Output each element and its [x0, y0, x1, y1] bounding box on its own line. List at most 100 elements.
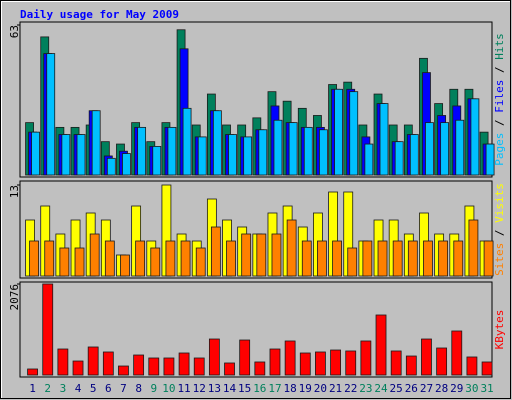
- y-tick-label: 13: [8, 185, 21, 198]
- x-tick-label: 24: [374, 382, 388, 395]
- x-tick-label: 15: [238, 382, 251, 395]
- bar: [197, 136, 207, 176]
- x-tick-label: 12: [193, 382, 206, 395]
- bar: [364, 143, 374, 176]
- legend-entry: Sites: [493, 243, 506, 276]
- bar: [334, 88, 343, 176]
- bar: [379, 103, 389, 176]
- bar: [74, 247, 85, 277]
- bar: [258, 129, 268, 176]
- bar: [360, 340, 372, 376]
- bar: [483, 240, 494, 277]
- x-tick-label: 10: [162, 382, 175, 395]
- x-tick-label: 2: [44, 382, 51, 395]
- x-tick-label: 8: [135, 382, 142, 395]
- legend-separator: /: [493, 60, 506, 80]
- bar: [468, 219, 479, 277]
- bar: [453, 240, 464, 277]
- x-tick-label: 11: [177, 382, 190, 395]
- x-tick-label: 31: [480, 382, 493, 395]
- bar: [451, 330, 463, 376]
- bar: [72, 360, 84, 376]
- bar: [390, 350, 402, 376]
- bar: [286, 219, 297, 277]
- bar: [455, 119, 465, 176]
- x-tick-label: 7: [120, 382, 127, 395]
- legend-entry: Files: [493, 80, 506, 113]
- bar: [31, 131, 40, 176]
- bar: [89, 233, 100, 277]
- legend-entry: Pages: [493, 133, 506, 166]
- bar: [59, 247, 70, 277]
- x-tick-label: 21: [329, 382, 342, 395]
- bar: [349, 91, 359, 176]
- x-tick-label: 14: [223, 382, 237, 395]
- bar: [180, 240, 191, 277]
- bar: [470, 98, 480, 176]
- bar: [61, 134, 71, 176]
- bar: [407, 240, 418, 277]
- bar: [405, 355, 417, 376]
- bar: [87, 346, 99, 376]
- bar: [330, 349, 341, 376]
- x-tick-label: 5: [90, 382, 97, 395]
- bar: [315, 351, 326, 376]
- bar: [269, 348, 281, 376]
- bar: [193, 357, 205, 376]
- legend-entry: KBytes: [493, 310, 506, 350]
- bar: [345, 350, 357, 376]
- bar: [182, 107, 192, 176]
- x-tick-label: 26: [405, 382, 418, 395]
- x-tick-label: 28: [435, 382, 448, 395]
- bar: [299, 352, 311, 376]
- bar: [273, 119, 283, 176]
- legend: KBytes: [493, 310, 506, 350]
- bar: [243, 136, 253, 176]
- legend: Pages / Files / Hits: [493, 33, 506, 166]
- bar: [425, 122, 434, 176]
- bar: [485, 143, 495, 176]
- bar: [163, 357, 175, 376]
- chart-title: Daily usage for May 2009: [20, 8, 179, 21]
- bar: [409, 134, 419, 176]
- bar: [195, 247, 206, 277]
- legend-entry: Hits: [493, 33, 506, 60]
- y-tick-label: 63: [8, 25, 21, 38]
- bar: [271, 233, 282, 277]
- bar: [46, 53, 56, 176]
- x-tick-label: 9: [150, 382, 157, 395]
- x-tick-label: 20: [314, 382, 327, 395]
- legend: Sites / Visits: [493, 183, 506, 276]
- bar: [241, 233, 252, 277]
- bar: [118, 365, 129, 376]
- bar: [466, 356, 478, 376]
- bar: [303, 126, 313, 176]
- bar: [104, 240, 115, 277]
- bar: [375, 314, 387, 376]
- bar: [392, 240, 403, 277]
- x-tick-label: 1: [29, 382, 36, 395]
- bar: [317, 240, 327, 277]
- x-tick-label: 18: [284, 382, 297, 395]
- x-tick-label: 27: [420, 382, 433, 395]
- bar: [178, 352, 190, 376]
- x-tick-label: 17: [268, 382, 281, 395]
- x-tick-label: 22: [344, 382, 357, 395]
- bar: [239, 339, 251, 376]
- bar: [133, 354, 145, 376]
- bar: [42, 283, 54, 376]
- bar: [148, 357, 160, 376]
- bar: [332, 240, 342, 277]
- bar: [362, 240, 373, 277]
- x-tick-label: 30: [465, 382, 478, 395]
- bar: [152, 146, 162, 176]
- bar: [150, 247, 161, 277]
- bar: [423, 240, 433, 277]
- bar: [319, 129, 328, 176]
- bar: [254, 361, 266, 376]
- legend-separator: /: [493, 223, 506, 243]
